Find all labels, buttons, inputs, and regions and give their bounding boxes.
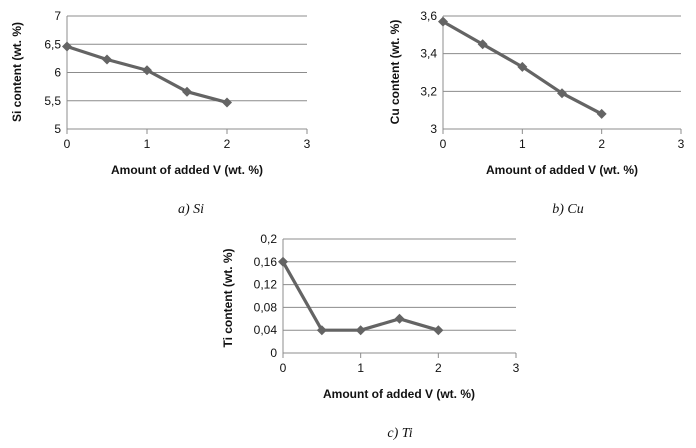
si-x-tick-label: 0 xyxy=(64,137,71,151)
ti-y-axis-title: Ti content (wt. %) xyxy=(221,248,235,347)
cu-x-tick-label: 3 xyxy=(678,137,685,151)
si-y-tick-label: 6,5 xyxy=(44,37,61,51)
cu-data-point-4 xyxy=(596,108,607,119)
si-y-tick-label: 5 xyxy=(54,122,61,136)
cu-x-tick-label: 2 xyxy=(598,137,605,151)
ti-y-tick-label: 0,04 xyxy=(254,323,278,337)
ti-data-point-0 xyxy=(278,256,288,267)
ti-x-tick-label: 3 xyxy=(513,361,520,375)
ti-y-tick-label: 0,2 xyxy=(260,232,277,246)
ti-y-tick-label: 0,16 xyxy=(254,255,278,269)
ti-x-axis-title: Amount of added V (wt. %) xyxy=(323,387,475,401)
cu-x-axis-title: Amount of added V (wt. %) xyxy=(486,163,638,177)
si-y-tick-label: 5,5 xyxy=(44,94,61,108)
cu-x-tick-label: 1 xyxy=(519,137,526,151)
si-y-tick-labels: 5 5,5 6 6,5 7 xyxy=(44,9,61,136)
si-axes xyxy=(66,16,308,134)
ti-data-point-3 xyxy=(394,313,405,324)
ti-series-line-path xyxy=(281,261,439,332)
cu-y-tick-label: 3,2 xyxy=(420,84,437,98)
ti-markers xyxy=(278,256,444,336)
si-data-point-2 xyxy=(142,65,152,76)
si-x-tick-label: 2 xyxy=(224,137,231,151)
cu-y-tick-label: 3 xyxy=(430,122,437,136)
cu-y-tick-label: 3,6 xyxy=(420,9,437,23)
cu-x-tick-labels: 0 1 2 3 xyxy=(440,137,685,151)
si-data-point-4 xyxy=(222,97,232,108)
ti-y-tick-label: 0 xyxy=(270,346,277,360)
cu-y-tick-label: 3,4 xyxy=(420,47,437,61)
ti-y-tick-label: 0,08 xyxy=(254,300,278,314)
chart-ti: 0 0,04 0,08 0,12 0,16 0,2 0 1 2 3 Amount of adde… xyxy=(221,232,520,441)
cu-y-tick-labels: 3 3,2 3,4 3,6 xyxy=(420,9,437,136)
ti-caption: c) Ti xyxy=(387,426,412,441)
cu-data-point-3 xyxy=(557,88,567,99)
si-gridlines xyxy=(67,15,307,102)
ti-data-point-2 xyxy=(355,325,366,336)
cu-axes xyxy=(442,16,682,134)
si-data-point-3 xyxy=(182,86,192,97)
ti-x-tick-label: 2 xyxy=(435,361,442,375)
ti-series-line xyxy=(281,261,439,332)
cu-caption: b) Cu xyxy=(552,202,584,217)
ti-x-tick-labels: 0 1 2 3 xyxy=(280,361,520,375)
cu-markers xyxy=(438,16,607,119)
si-y-tick-label: 6 xyxy=(54,66,61,80)
si-x-tick-label: 1 xyxy=(144,137,151,151)
cu-x-tick-label: 0 xyxy=(440,137,447,151)
si-data-point-1 xyxy=(102,54,112,65)
si-x-tick-labels: 0 1 2 3 xyxy=(64,137,311,151)
cu-gridlines xyxy=(443,15,681,92)
cu-data-point-2 xyxy=(517,61,528,72)
cu-data-point-0 xyxy=(438,16,448,27)
si-x-axis-title: Amount of added V (wt. %) xyxy=(111,163,263,177)
ti-y-tick-labels: 0 0,04 0,08 0,12 0,16 0,2 xyxy=(254,232,278,360)
si-data-point-0 xyxy=(62,41,72,52)
chart-si: 5 5,5 6 6,5 7 0 1 2 3 Amount of added V (wt. %)… xyxy=(10,9,311,217)
cu-data-point-1 xyxy=(477,39,488,50)
ti-x-tick-label: 1 xyxy=(357,361,364,375)
cu-y-axis-title: Cu content (wt. %) xyxy=(388,20,402,125)
ti-data-point-4 xyxy=(433,325,444,336)
si-x-tick-label: 3 xyxy=(304,137,311,151)
ti-y-tick-label: 0,12 xyxy=(254,278,278,292)
si-y-tick-label: 7 xyxy=(54,9,61,23)
si-y-axis-title: Si content (wt. %) xyxy=(10,22,24,122)
si-markers xyxy=(62,41,232,108)
si-caption: a) Si xyxy=(178,202,204,217)
chart-cu: 3 3,2 3,4 3,6 0 1 2 3 Amount of added V (wt. %… xyxy=(388,9,685,217)
ti-axes xyxy=(282,239,517,358)
ti-data-point-1 xyxy=(316,325,327,336)
ti-x-tick-label: 0 xyxy=(280,361,287,375)
